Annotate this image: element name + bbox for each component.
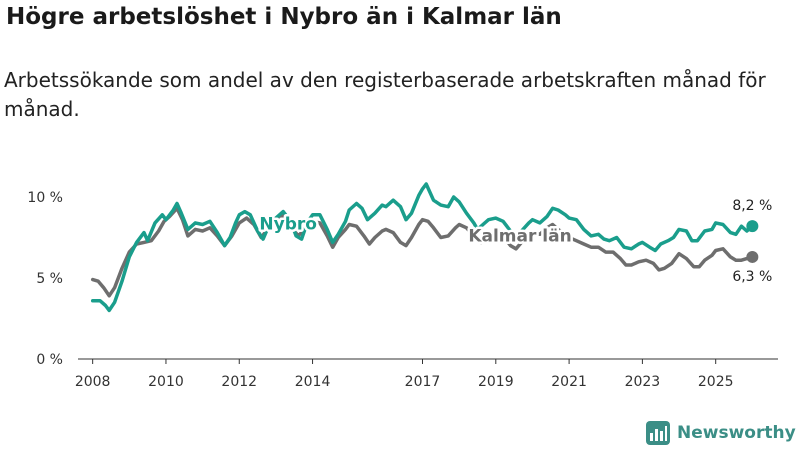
x-tick-label: 2012 <box>221 374 257 390</box>
series-line-kalmar <box>90 206 755 298</box>
label-layer: Nybro Kalmar län 8,2 % 6,3 % <box>257 198 772 285</box>
y-tick-label: 0 % <box>36 352 63 368</box>
chart-subtitle: Arbetssökande som andel av den registerb… <box>4 68 766 121</box>
x-tick-label: 2008 <box>75 374 111 390</box>
x-tick-label: 2021 <box>551 374 587 390</box>
end-point-kalmar <box>746 250 759 263</box>
end-value-label-kalmar: 6,3 % <box>732 269 772 285</box>
series-layer <box>90 182 759 313</box>
chart-title: Högre arbetslöshet i Nybro än i Kalmar l… <box>6 4 562 30</box>
x-tick-label: 2010 <box>148 374 184 390</box>
x-tick-label: 2017 <box>405 374 441 390</box>
y-tick-label: 10 % <box>27 190 63 206</box>
x-tick-label: 2023 <box>625 374 661 390</box>
y-tick-label: 5 % <box>36 271 63 287</box>
brand-logo: Newsworthy <box>645 420 796 446</box>
grid: 0 % 5 % 10 % 2008 2010 2012 2014 2017 2019 2021 20… <box>27 190 778 390</box>
series-line-nybro <box>90 182 755 313</box>
x-tick-label: 2014 <box>295 374 331 390</box>
series-label-nybro: Nybro <box>259 214 317 234</box>
newsworthy-logo-icon <box>646 421 670 445</box>
end-point-nybro <box>746 220 759 233</box>
series-label-kalmar: Kalmar län <box>468 227 571 247</box>
brand-name: Newsworthy <box>677 423 796 443</box>
end-value-label-nybro: 8,2 % <box>732 198 772 214</box>
x-tick-label: 2019 <box>478 374 514 390</box>
x-tick-label: 2025 <box>698 374 734 390</box>
